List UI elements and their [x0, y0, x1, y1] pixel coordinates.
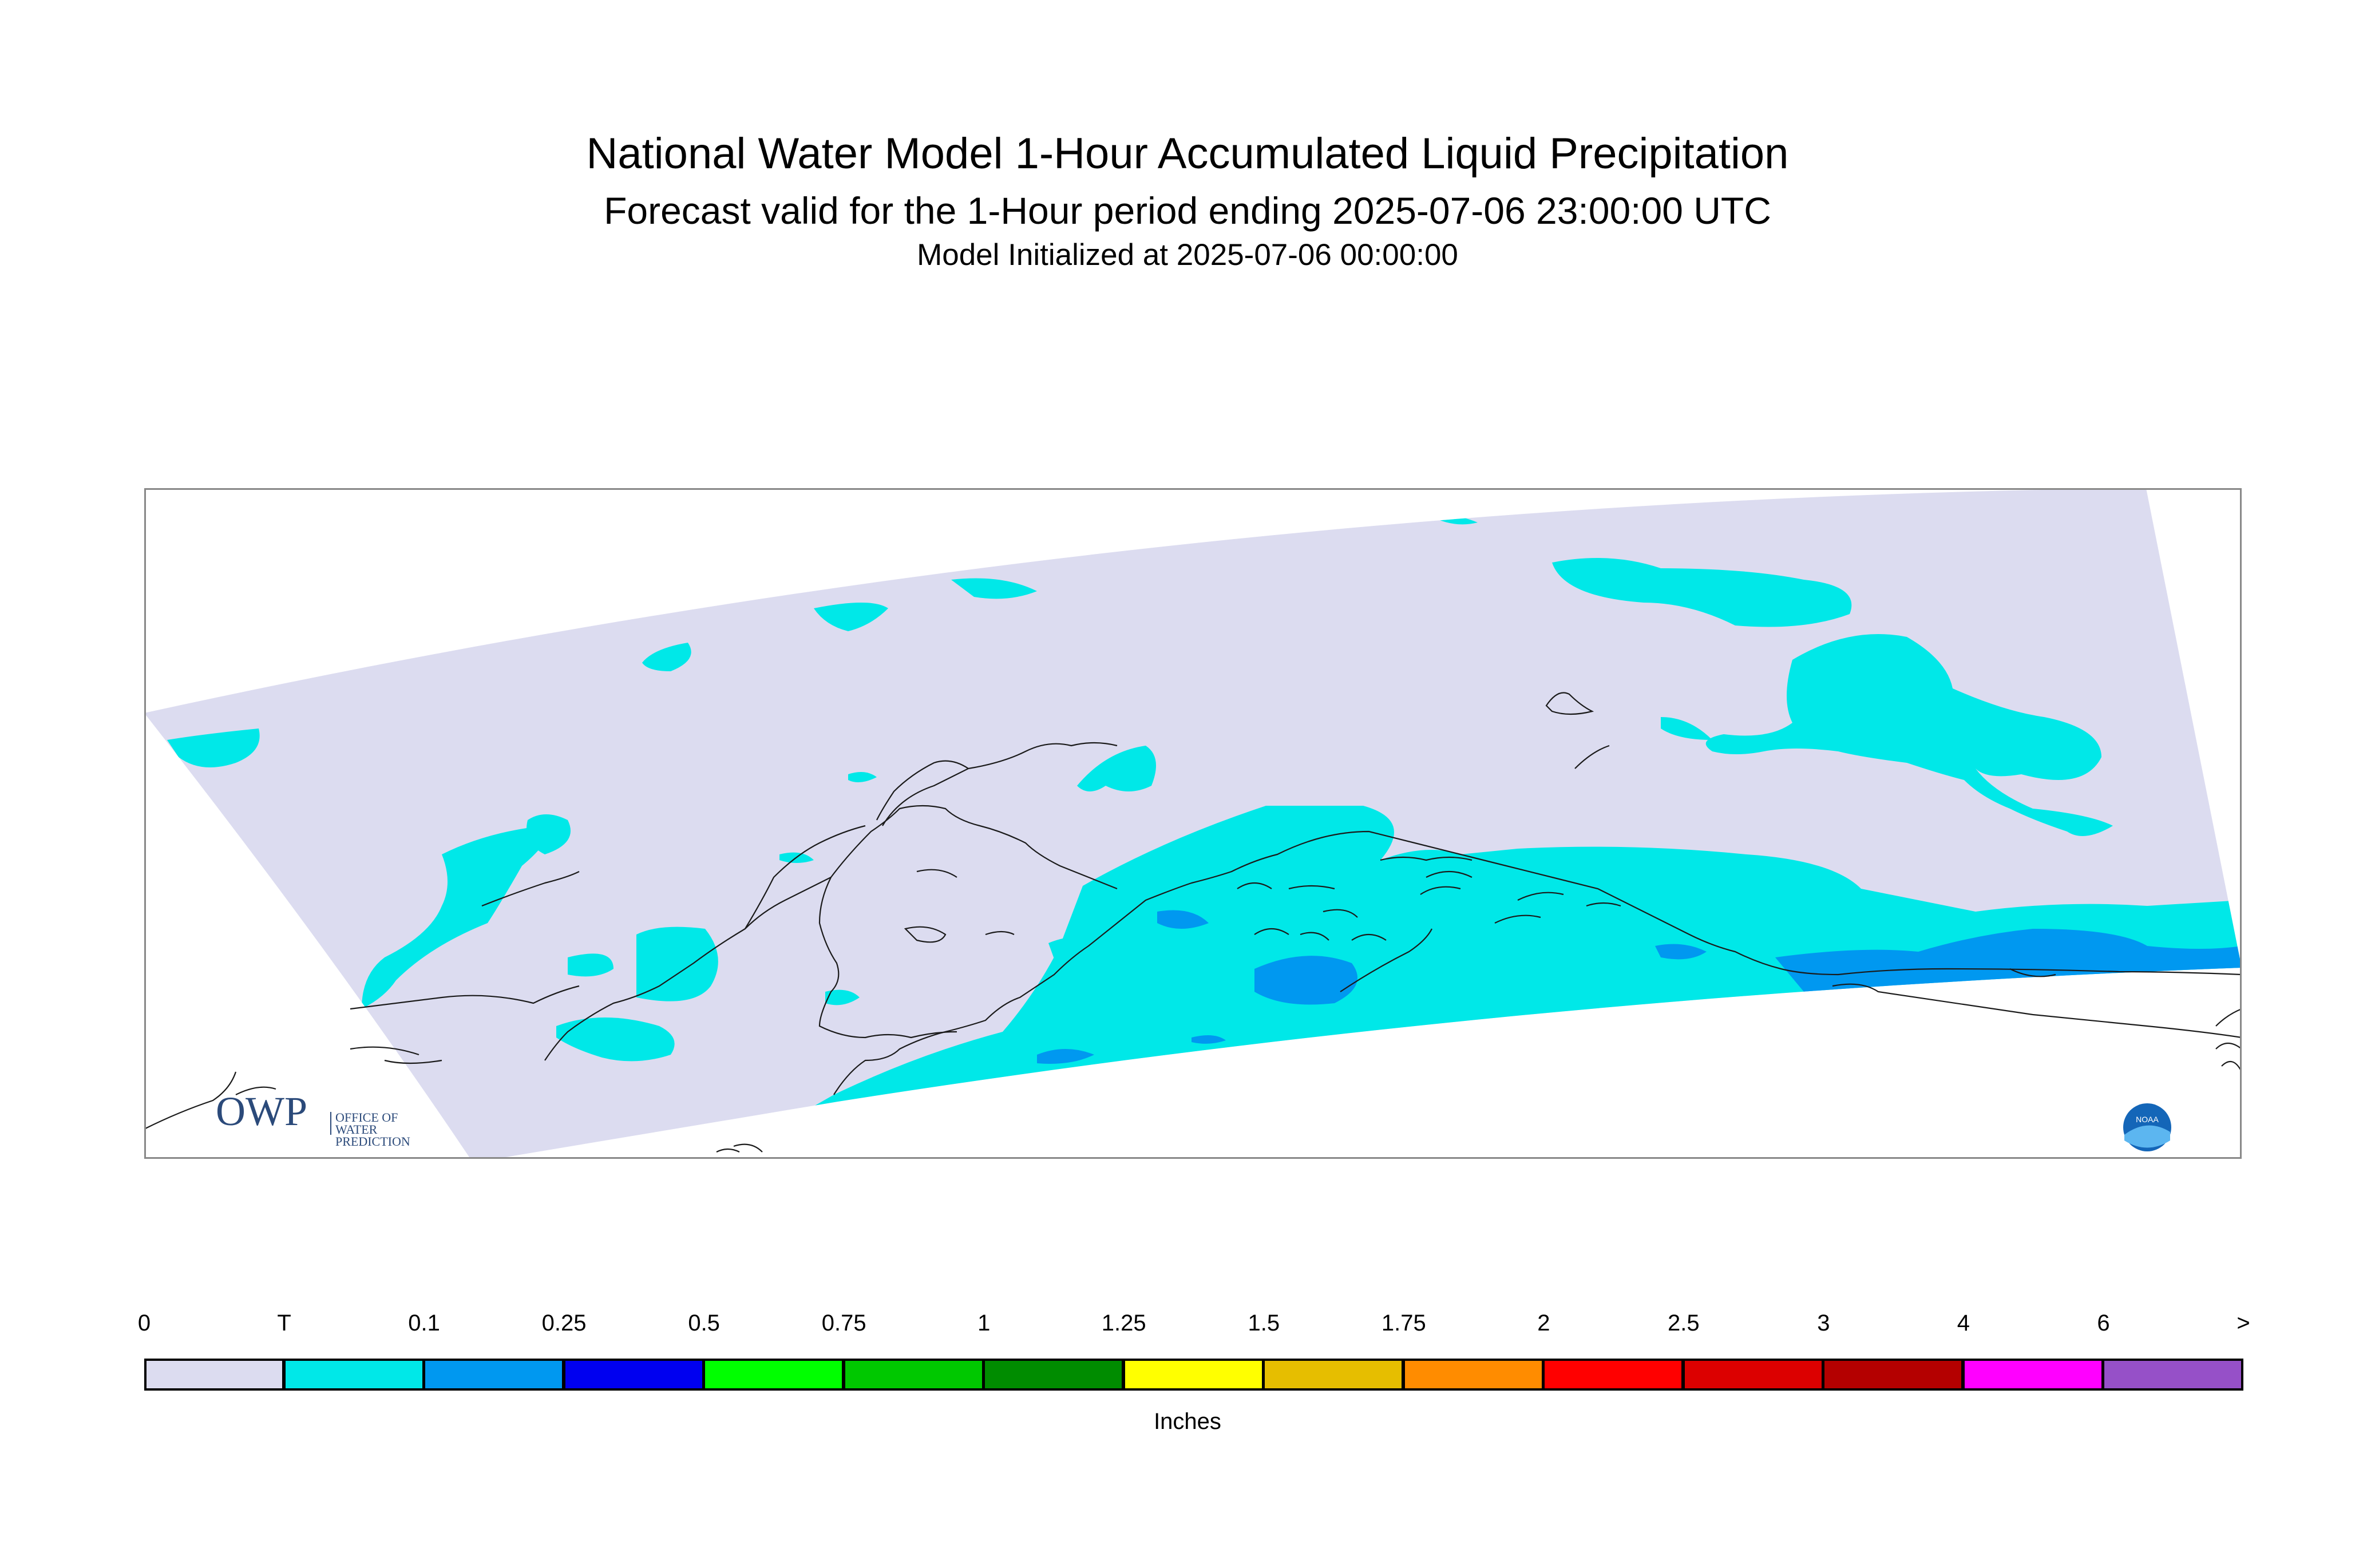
legend-swatch: [1403, 1359, 1544, 1391]
legend-swatch: [1264, 1359, 1404, 1391]
legend-swatch: [424, 1359, 565, 1391]
legend-tick-label: 0: [137, 1310, 151, 1336]
legend-swatch: [2103, 1359, 2244, 1391]
legend-swatch: [564, 1359, 704, 1391]
legend-tick-label: 1.5: [1248, 1310, 1280, 1336]
legend-swatch: [704, 1359, 845, 1391]
legend-tick-label: 0.1: [408, 1310, 440, 1336]
legend-units-label: Inches: [1154, 1409, 1221, 1434]
legend-swatch: [1963, 1359, 2104, 1391]
legend-swatch: [984, 1359, 1125, 1391]
legend-tick-label: >: [2237, 1310, 2250, 1336]
noaa-text: NOAA: [2136, 1115, 2159, 1124]
legend-tick-label: T: [277, 1310, 291, 1336]
legend-swatch: [1543, 1359, 1684, 1391]
legend-swatch: [144, 1359, 284, 1391]
model-domain-area: [144, 488, 2242, 1159]
precipitation-map: OWP OFFICE OF WATER PREDICTION NOAA: [144, 488, 2242, 1159]
coastlines: [144, 692, 2242, 1153]
legend-tick-label: 0.25: [541, 1310, 587, 1336]
legend-swatch: [1683, 1359, 1824, 1391]
noaa-logo: NOAA: [2123, 1103, 2171, 1151]
legend-tick-label: 1.25: [1101, 1310, 1146, 1336]
legend-tick-label: 1: [977, 1310, 991, 1336]
legend-tick-label: 1.75: [1381, 1310, 1426, 1336]
forecast-valid-subtitle: Forecast valid for the 1-Hour period end…: [604, 189, 1771, 232]
map-frame: [144, 488, 2242, 1159]
legend-tick-label: 6: [2097, 1310, 2110, 1336]
owp-text-line-3: PREDICTION: [335, 1134, 410, 1149]
legend-tick-label: 2.5: [1668, 1310, 1700, 1336]
legend-swatch: [1123, 1359, 1264, 1391]
legend-swatch: [1823, 1359, 1964, 1391]
legend-swatch: [844, 1359, 984, 1391]
legend-tick-label: 4: [1957, 1310, 1970, 1336]
legend-swatch: [284, 1359, 425, 1391]
legend-tick-label: 2: [1537, 1310, 1550, 1336]
trace-precip-areas: [167, 514, 2242, 1129]
color-legend: 0 T 0.1 0.25 0.5 0.75 1 1.25 1.5 1.75 2 2.5 3 4 6 > Inc…: [0, 1310, 2375, 1448]
legend-tick-label: 0.5: [688, 1310, 720, 1336]
owp-wordmark: OWP: [216, 1088, 307, 1134]
owp-text-line-1: OFFICE OF: [335, 1110, 398, 1124]
model-init-subtitle: Model Initialized at 2025-07-06 00:00:00: [917, 238, 1458, 272]
chart-title: National Water Model 1-Hour Accumulated …: [586, 129, 1789, 178]
legend-tick-label: 0.75: [821, 1310, 866, 1336]
owp-text-line-2: WATER: [335, 1122, 378, 1137]
owp-logo: OWP OFFICE OF WATER PREDICTION: [216, 1088, 410, 1149]
legend-tick-label: 3: [1817, 1310, 1830, 1336]
